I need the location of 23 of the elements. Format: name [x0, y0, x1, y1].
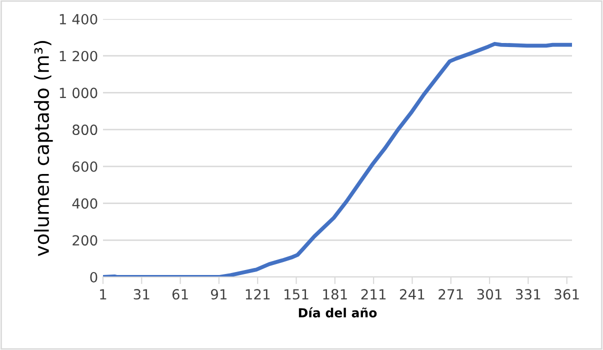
y-tick-label: 0 [90, 272, 98, 282]
x-tick-label: 151 [284, 289, 308, 300]
x-tick-label: 331 [516, 289, 540, 300]
x-tick-label: 31 [134, 289, 150, 300]
y-tick-label: 400 [72, 198, 98, 209]
x-tick-label: 1 [100, 289, 106, 300]
x-tick-label: 271 [438, 289, 463, 300]
x-tick-label: 301 [477, 289, 502, 300]
x-axis-title: Día del año [298, 307, 377, 318]
y-tick-label: 600 [72, 161, 98, 172]
y-tick-label: 1 000 [60, 88, 98, 98]
y-axis-title: volumen captado (m³) [34, 40, 53, 256]
x-tick-label: 91 [211, 289, 227, 300]
y-tick-label: 1 400 [60, 14, 98, 24]
y-tick-label: 200 [72, 235, 98, 246]
y-tick-label: 800 [72, 124, 98, 136]
x-tick-label: 61 [172, 289, 188, 300]
x-tick-label: 121 [246, 289, 270, 300]
x-tick-label: 361 [554, 289, 579, 300]
x-tick-label: 241 [400, 289, 424, 300]
x-tick-label: 181 [323, 289, 347, 300]
x-tick-label: 211 [361, 289, 386, 300]
y-tick-label: 1 200 [60, 50, 98, 62]
